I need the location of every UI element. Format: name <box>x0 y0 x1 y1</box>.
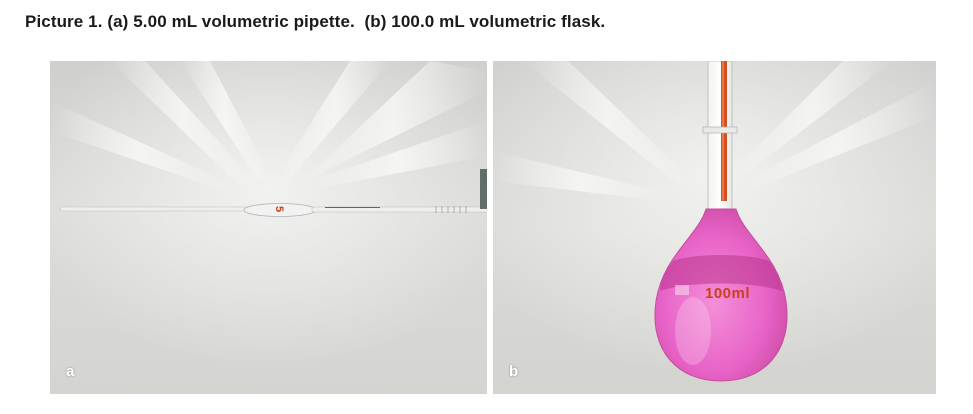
panel-letter-a: a <box>66 363 75 380</box>
pipette-volume-marking: 5 <box>273 205 286 213</box>
flask-volume-marking: 100ml <box>705 285 751 302</box>
flask-photo-illustration <box>493 61 936 394</box>
pipette-photo: 5 a <box>50 61 487 394</box>
figure-caption: Picture 1. (a) 5.00 mL volumetric pipett… <box>25 12 606 31</box>
pipette-photo-illustration <box>50 61 487 394</box>
panel-letter-b: b <box>509 363 519 380</box>
flask-photo: 100ml b <box>493 61 936 394</box>
